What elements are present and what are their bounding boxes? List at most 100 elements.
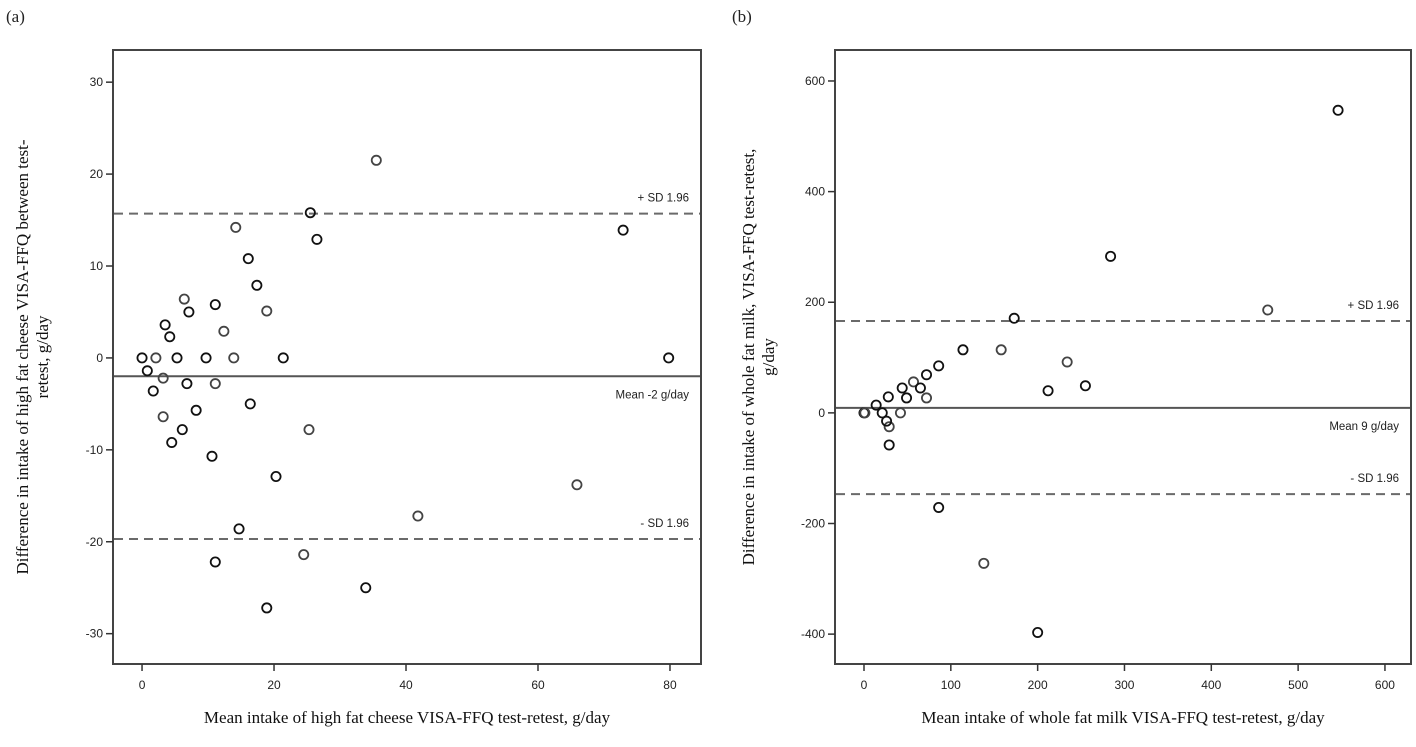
panel-b-data-point xyxy=(881,415,893,427)
panel-a-data-point xyxy=(303,424,315,436)
panel-b-data-point xyxy=(870,399,882,411)
panel-b-data-point xyxy=(894,407,906,419)
panel-b-data-point xyxy=(1079,380,1091,392)
panel-b-lower-limit-label: - SD 1.96 xyxy=(1350,473,1399,485)
panel-a-data-point xyxy=(200,352,212,364)
panel-a-reference-lines: + SD 1.96 Mean -2 g/day - SD 1.96 xyxy=(114,193,700,540)
panel-b-data-point xyxy=(1262,304,1274,316)
panel-b-data-point xyxy=(1332,104,1344,116)
panel-a-mean-label: Mean -2 g/day xyxy=(615,389,689,401)
panel-b-data-point xyxy=(1042,385,1054,397)
panel-a-data-point xyxy=(209,378,221,390)
panel-a-points xyxy=(136,154,675,614)
panel-a-y-axis-title: Difference in intake of high fat cheese … xyxy=(13,139,52,574)
panel-a-data-point xyxy=(183,306,195,318)
panel-b-y-axis-title: Difference in intake of whole fat milk, … xyxy=(739,149,778,566)
panel-b-data-point xyxy=(1105,250,1117,262)
panel-a-y-axis-title-line1: Difference in intake of high fat cheese … xyxy=(13,139,32,574)
panel-b: (b) 600 400 200 0 -200 -400 0 100 200 300 400 500 6… xyxy=(732,7,1412,727)
panel-a-lower-limit-label: - SD 1.96 xyxy=(640,518,689,530)
panel-a-data-point xyxy=(141,365,153,377)
panel-b-data-point xyxy=(883,421,895,433)
panel-a-data-point xyxy=(190,404,202,416)
panel-b-data-point xyxy=(1061,356,1073,368)
panel-a-data-point xyxy=(230,221,242,233)
panel-b-x-tick-label: 500 xyxy=(1288,678,1308,692)
panel-a-data-point xyxy=(571,479,583,491)
panel-a-y-tick-label: 30 xyxy=(90,75,104,89)
panel-a-x-axis-title: Mean intake of high fat cheese VISA-FFQ … xyxy=(204,708,611,727)
panel-a-x-ticks: 0 20 40 60 80 xyxy=(139,664,677,692)
panel-b-data-point xyxy=(914,382,926,394)
panel-b-data-point xyxy=(882,391,894,403)
panel-a-x-tick-label: 20 xyxy=(267,678,281,692)
panel-b-data-point xyxy=(876,407,888,419)
panel-a-data-point xyxy=(242,253,254,265)
panel-a-x-tick-label: 60 xyxy=(531,678,545,692)
panel-a-data-point xyxy=(218,325,230,337)
panel-b-x-tick-label: 400 xyxy=(1201,678,1221,692)
panel-a-x-tick-label: 0 xyxy=(139,678,146,692)
panel-b-data-point xyxy=(933,360,945,372)
panel-a-plot-frame xyxy=(112,49,702,665)
panel-a-data-point xyxy=(147,385,159,397)
panel-b-x-tick-label: 200 xyxy=(1028,678,1048,692)
panel-b-x-tick-label: 0 xyxy=(861,678,868,692)
panel-b-mean-label: Mean 9 g/day xyxy=(1329,421,1399,433)
panel-b-y-tick-label: 0 xyxy=(818,406,825,420)
panel-a-data-point xyxy=(261,305,273,317)
panel-a-y-tick-label: 0 xyxy=(96,351,103,365)
panel-a-label: (a) xyxy=(6,7,25,26)
panel-b-reference-lines: + SD 1.96 Mean 9 g/day - SD 1.96 xyxy=(836,300,1410,496)
panel-a-x-tick-label: 80 xyxy=(663,678,677,692)
panel-b-data-point xyxy=(896,382,908,394)
panel-a-y-tick-label: -30 xyxy=(86,627,104,641)
panel-b-label: (b) xyxy=(732,7,752,26)
panel-a-data-point xyxy=(270,470,282,482)
panel-a-upper-limit-label: + SD 1.96 xyxy=(638,193,689,205)
panel-b-y-tick-label: 400 xyxy=(805,185,825,199)
panel-b-data-point xyxy=(978,557,990,569)
panel-b-y-tick-label: -200 xyxy=(801,516,825,530)
panel-a-data-point xyxy=(209,299,221,311)
panel-a-data-point xyxy=(136,352,148,364)
panel-a-data-point xyxy=(164,331,176,343)
panel-b-x-tick-label: 100 xyxy=(941,678,961,692)
panel-b-plot-frame xyxy=(834,49,1412,665)
panel-b-data-point xyxy=(921,369,933,381)
panel-a-x-tick-label: 40 xyxy=(399,678,413,692)
panel-a-data-point xyxy=(412,510,424,522)
panel-b-x-axis-title: Mean intake of whole fat milk VISA-FFQ t… xyxy=(921,708,1325,727)
panel-b-upper-limit-label: + SD 1.96 xyxy=(1348,300,1399,312)
panel-b-y-tick-label: 600 xyxy=(805,74,825,88)
panel-a-data-point xyxy=(311,233,323,245)
panel-a-data-point xyxy=(244,398,256,410)
panel-b-y-axis-title-line2: g/day xyxy=(759,338,778,376)
panel-b-data-point xyxy=(995,344,1007,356)
panel-a-y-ticks: 30 20 10 0 -10 -20 -30 xyxy=(86,75,113,641)
panel-b-data-point xyxy=(921,392,933,404)
panel-b-x-tick-label: 600 xyxy=(1375,678,1395,692)
panel-b-x-ticks: 0 100 200 300 400 500 600 xyxy=(861,664,1395,692)
panel-b-data-point xyxy=(907,376,919,388)
panel-a-data-point xyxy=(150,352,162,364)
panel-a-data-point xyxy=(166,436,178,448)
panel-a-data-point xyxy=(171,352,183,364)
panel-b-data-point xyxy=(883,439,895,451)
panel-a-data-point xyxy=(251,279,263,291)
panel-a-y-axis-title-line2: retest, g/day xyxy=(33,315,52,399)
panel-b-data-point xyxy=(901,392,913,404)
panel-a-data-point xyxy=(360,582,372,594)
panel-b-data-point xyxy=(957,344,969,356)
panel-a-data-point xyxy=(181,378,193,390)
panel-a-data-point xyxy=(663,352,675,364)
panel-a-data-point xyxy=(304,207,316,219)
panel-a-data-point xyxy=(206,450,218,462)
panel-a-data-point xyxy=(178,293,190,305)
panel-a-data-point xyxy=(157,372,169,384)
panel-b-y-tick-label: 200 xyxy=(805,295,825,309)
panel-b-x-tick-label: 300 xyxy=(1114,678,1134,692)
panel-b-y-axis-title-line1: Difference in intake of whole fat milk, … xyxy=(739,149,758,566)
panel-a-data-point xyxy=(233,523,245,535)
